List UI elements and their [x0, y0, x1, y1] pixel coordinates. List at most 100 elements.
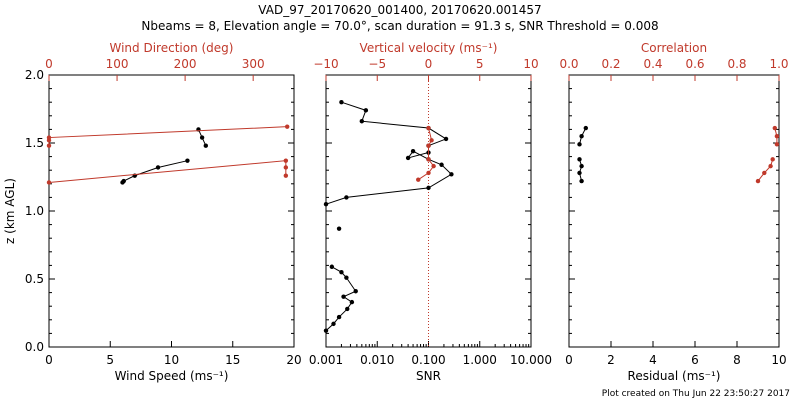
x-tick-label: 10	[771, 353, 786, 367]
x-axis-label: SNR	[416, 369, 441, 383]
x-tick-label: 15	[225, 353, 240, 367]
x-tick-label: 10	[164, 353, 179, 367]
x-tick-label: 6	[691, 353, 699, 367]
data-point	[429, 138, 434, 143]
series-line	[325, 101, 453, 205]
plot-created-footer: Plot created on Thu Jun 22 23:50:27 2017	[602, 389, 790, 399]
data-point	[341, 294, 346, 299]
x-tick-label: 4	[649, 353, 657, 367]
data-point	[431, 163, 436, 169]
series-line	[48, 126, 288, 146]
top-tick-label: 0.8	[727, 57, 746, 71]
data-point	[329, 264, 335, 269]
data-point	[770, 157, 775, 162]
top-tick-label: 200	[174, 57, 197, 71]
data-point	[577, 170, 582, 176]
data-point	[345, 306, 350, 312]
data-point	[416, 177, 421, 182]
data-point	[426, 125, 431, 131]
figure-title-line-1: VAD_97_20170620_001400, 20170620.001457	[258, 3, 541, 17]
data-point	[199, 135, 205, 140]
data-point	[579, 134, 584, 139]
series-line	[48, 160, 287, 183]
top-tick-label: 5	[476, 57, 484, 71]
plot-frame	[568, 74, 780, 348]
data-point	[426, 143, 431, 148]
data-point	[349, 299, 355, 305]
data-point	[336, 226, 342, 231]
series-line	[325, 266, 357, 332]
data-point	[353, 289, 358, 294]
data-point	[46, 143, 52, 148]
data-point	[155, 165, 161, 170]
series-line	[757, 159, 774, 182]
data-point	[426, 185, 431, 191]
data-point	[283, 165, 289, 170]
series-line	[122, 160, 188, 183]
x-tick-label: 0	[565, 353, 573, 367]
data-point	[203, 143, 208, 148]
series-line	[417, 127, 435, 181]
top-tick-label: 0.6	[685, 57, 704, 71]
figure-title-line-2: Nbeams = 8, Elevation angle = 70.0°, sca…	[141, 19, 658, 33]
data-point	[439, 162, 444, 167]
data-point	[772, 125, 777, 131]
data-point	[579, 163, 584, 169]
data-point	[583, 125, 588, 131]
y-tick-label: 1.0	[25, 204, 44, 218]
data-point	[331, 321, 336, 327]
data-point	[449, 172, 454, 177]
top-tick-label: −5	[368, 57, 386, 71]
data-point	[283, 173, 289, 178]
data-point	[774, 142, 780, 147]
data-point	[284, 124, 290, 129]
data-point	[185, 158, 190, 163]
data-point	[323, 328, 329, 333]
top-tick-label: 10	[523, 57, 538, 71]
data-point	[359, 119, 365, 124]
data-point	[336, 314, 342, 320]
x-tick-label: 10.000	[510, 353, 552, 367]
top-tick-label: 1.0	[769, 57, 788, 71]
x-tick-label: 8	[733, 353, 741, 367]
top-tick-label: 0	[45, 57, 53, 71]
top-tick-label: 0	[425, 57, 433, 71]
data-point	[774, 134, 780, 139]
y-tick-label: 1.5	[25, 136, 44, 150]
data-point	[410, 148, 416, 154]
top-tick-label: 0.4	[643, 57, 662, 71]
y-tick-label: 0.5	[25, 272, 44, 286]
data-point	[577, 157, 582, 162]
data-point	[344, 195, 349, 200]
x-tick-label: 2	[607, 353, 615, 367]
data-point	[283, 158, 289, 163]
top-axis-label: Correlation	[641, 41, 707, 55]
series-line	[578, 159, 583, 182]
data-point	[120, 180, 125, 185]
top-tick-label: 100	[106, 57, 129, 71]
x-tick-label: 0.001	[309, 353, 343, 367]
x-axis-label: Wind Speed (ms⁻¹)	[115, 369, 229, 383]
top-tick-label: −10	[313, 57, 338, 71]
data-point	[443, 136, 449, 142]
x-tick-label: 0.100	[411, 353, 445, 367]
x-tick-label: 5	[106, 353, 114, 367]
top-tick-label: 0.0	[559, 57, 578, 71]
data-point	[323, 202, 329, 207]
data-point	[755, 178, 761, 184]
x-tick-label: 0.010	[360, 353, 394, 367]
y-tick-label: 2.0	[25, 68, 44, 82]
plot-frame	[48, 74, 295, 348]
y-tick-label: 0.0	[25, 340, 44, 354]
x-axis-label: Residual (ms⁻¹)	[628, 369, 721, 383]
data-point	[577, 142, 582, 147]
data-point	[46, 135, 52, 140]
data-point	[46, 180, 52, 185]
panel-1: 0.0 0.5 1.0 1.5 2.0 z (km AGL) 0 5 10 15 20 Wind Sp…	[3, 41, 302, 383]
panel-3: 0 2 4 6 8 10 Residual (ms⁻¹) 0.0 0.2 0.4 0.6 0.8 1.0…	[559, 41, 788, 383]
top-tick-label: 0.2	[601, 57, 620, 71]
data-point	[339, 270, 344, 275]
data-point	[768, 163, 773, 169]
